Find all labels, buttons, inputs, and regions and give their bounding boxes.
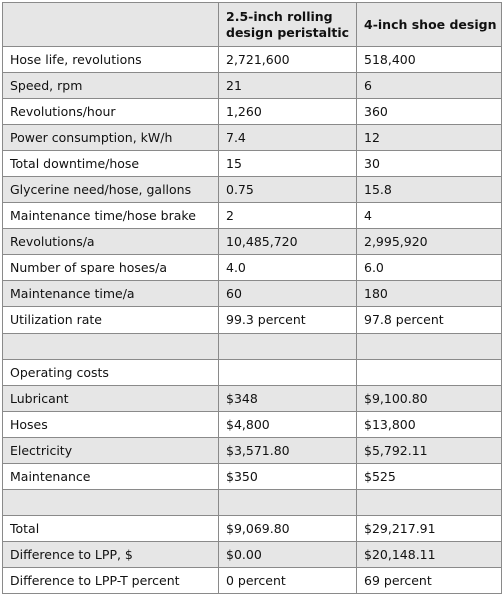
- row-label: Revolutions/hour: [2, 98, 219, 126]
- shoe-value: 2,995,920: [356, 228, 502, 256]
- table-row: Total downtime/hose 15 30: [2, 150, 502, 178]
- row-label: Glycerine need/hose, gallons: [2, 176, 219, 204]
- header-shoe-design: 4-inch shoe design: [356, 2, 502, 47]
- rolling-value: 21: [218, 72, 357, 100]
- rolling-value: $0.00: [218, 540, 357, 568]
- comparison-table: 2.5-inch rolling design peristaltic 4-in…: [2, 2, 502, 595]
- row-label: Total downtime/hose: [2, 150, 219, 178]
- row-label: Maintenance time/hose brake: [2, 202, 219, 230]
- row-label: [2, 488, 219, 516]
- rolling-value: 4.0: [218, 254, 357, 282]
- spacer-row: [2, 488, 502, 516]
- table-row: Lubricant $348 $9,100.80: [2, 384, 502, 412]
- shoe-value: 518,400: [356, 45, 502, 74]
- rolling-value: $348: [218, 384, 357, 412]
- table-row: Speed, rpm 21 6: [2, 72, 502, 100]
- shoe-value: $29,217.91: [356, 514, 502, 542]
- rolling-value: 2: [218, 202, 357, 230]
- table-row: Utilization rate 99.3 percent 97.8 percent: [2, 306, 502, 334]
- rolling-value: $350: [218, 462, 357, 490]
- shoe-value: 97.8 percent: [356, 306, 502, 334]
- section-heading-row: Operating costs: [2, 358, 502, 386]
- row-label: Difference to LPP-T percent: [2, 566, 219, 595]
- row-label: Hose life, revolutions: [2, 45, 219, 74]
- table-row: Maintenance time/hose brake 2 4: [2, 202, 502, 230]
- table-row: Number of spare hoses/a 4.0 6.0: [2, 254, 502, 282]
- shoe-value: 15.8: [356, 176, 502, 204]
- shoe-value: $5,792.11: [356, 436, 502, 464]
- shoe-value: 12: [356, 124, 502, 152]
- shoe-value: $13,800: [356, 410, 502, 438]
- row-label: Total: [2, 514, 219, 542]
- row-label: Number of spare hoses/a: [2, 254, 219, 282]
- rolling-value: 60: [218, 280, 357, 308]
- shoe-value: $9,100.80: [356, 384, 502, 412]
- rolling-value: [218, 332, 357, 360]
- table-row: Maintenance $350 $525: [2, 462, 502, 490]
- shoe-value: 6: [356, 72, 502, 100]
- shoe-value: $525: [356, 462, 502, 490]
- row-label: Lubricant: [2, 384, 219, 412]
- header-row: 2.5-inch rolling design peristaltic 4-in…: [2, 2, 502, 47]
- shoe-value: 30: [356, 150, 502, 178]
- rolling-value: 1,260: [218, 98, 357, 126]
- shoe-value: [356, 332, 502, 360]
- spacer-row: [2, 332, 502, 360]
- row-label: Utilization rate: [2, 306, 219, 334]
- row-label: Maintenance time/a: [2, 280, 219, 308]
- rolling-value: $4,800: [218, 410, 357, 438]
- row-label: Speed, rpm: [2, 72, 219, 100]
- header-rolling-line2: design peristaltic: [226, 24, 350, 40]
- rolling-value: 99.3 percent: [218, 306, 357, 334]
- row-label: Revolutions/a: [2, 228, 219, 256]
- table-row: Power consumption, kW/h 7.4 12: [2, 124, 502, 152]
- table-row: Glycerine need/hose, gallons 0.75 15.8: [2, 176, 502, 204]
- shoe-value: 180: [356, 280, 502, 308]
- rolling-value: 2,721,600: [218, 45, 357, 74]
- table-row: Revolutions/a 10,485,720 2,995,920: [2, 228, 502, 256]
- table-row: Hose life, revolutions 2,721,600 518,400: [2, 45, 502, 74]
- rolling-value: 10,485,720: [218, 228, 357, 256]
- table-row: Electricity $3,571.80 $5,792.11: [2, 436, 502, 464]
- rolling-value: 15: [218, 150, 357, 178]
- rolling-value: 0 percent: [218, 566, 357, 595]
- shoe-value: 6.0: [356, 254, 502, 282]
- header-rolling-line1: 2.5-inch rolling: [226, 8, 333, 24]
- rolling-value: $3,571.80: [218, 436, 357, 464]
- row-label: [2, 332, 219, 360]
- row-label: Hoses: [2, 410, 219, 438]
- rolling-value: 7.4: [218, 124, 357, 152]
- shoe-value: 4: [356, 202, 502, 230]
- shoe-value: 360: [356, 98, 502, 126]
- shoe-value: 69 percent: [356, 566, 502, 595]
- row-label: Maintenance: [2, 462, 219, 490]
- shoe-value: [356, 488, 502, 516]
- row-label: Electricity: [2, 436, 219, 464]
- table-row: Difference to LPP-T percent 0 percent 69 p…: [2, 566, 502, 595]
- rolling-value: 0.75: [218, 176, 357, 204]
- rolling-value: $9,069.80: [218, 514, 357, 542]
- shoe-value: $20,148.11: [356, 540, 502, 568]
- row-label: Power consumption, kW/h: [2, 124, 219, 152]
- rolling-value: [218, 488, 357, 516]
- rolling-value: [218, 358, 357, 386]
- row-label: Difference to LPP, $: [2, 540, 219, 568]
- section-heading: Operating costs: [2, 358, 219, 386]
- table-row: Difference to LPP, $ $0.00 $20,148.11: [2, 540, 502, 568]
- table-row: Revolutions/hour 1,260 360: [2, 98, 502, 126]
- shoe-value: [356, 358, 502, 386]
- header-rolling-design: 2.5-inch rolling design peristaltic: [218, 2, 357, 47]
- total-row: Total $9,069.80 $29,217.91: [2, 514, 502, 542]
- header-corner-cell: [2, 2, 219, 47]
- table-row: Maintenance time/a 60 180: [2, 280, 502, 308]
- table-row: Hoses $4,800 $13,800: [2, 410, 502, 438]
